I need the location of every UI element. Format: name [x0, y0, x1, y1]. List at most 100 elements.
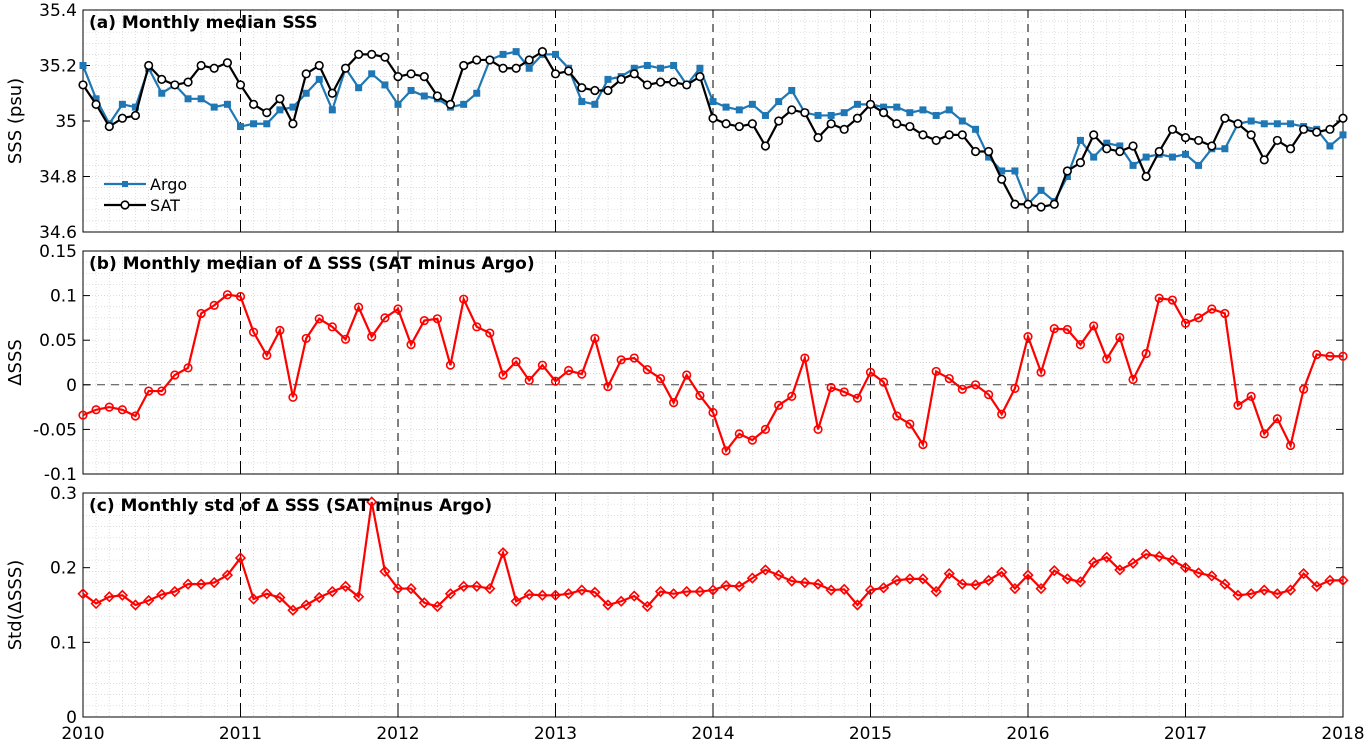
data-point — [746, 572, 759, 584]
data-point — [524, 375, 534, 385]
data-point — [919, 106, 927, 114]
data-point — [1076, 136, 1084, 144]
data-point — [669, 77, 679, 87]
data-point — [760, 424, 771, 435]
data-point — [1088, 556, 1100, 569]
data-point — [235, 291, 246, 302]
data-point — [1180, 133, 1191, 143]
y-tick-label: 34.8 — [39, 168, 77, 188]
y-tick-label: 35.2 — [39, 57, 77, 77]
data-point — [327, 322, 337, 332]
data-point — [118, 100, 126, 108]
data-point — [262, 350, 272, 360]
data-point — [852, 113, 863, 123]
data-point — [549, 589, 562, 601]
data-point — [248, 327, 259, 337]
data-point — [1285, 440, 1296, 451]
data-point — [91, 99, 101, 109]
data-point — [984, 390, 994, 400]
data-point — [944, 130, 954, 140]
panel-title: (c) Monthly std of Δ SSS (SAT minus Argo… — [89, 496, 492, 516]
data-point — [775, 98, 783, 106]
data-point — [197, 95, 205, 103]
x-tick-label: 2011 — [219, 724, 262, 744]
data-point — [972, 125, 980, 133]
data-point — [406, 340, 416, 350]
data-point — [289, 103, 297, 111]
data-point — [602, 599, 614, 611]
data-point — [799, 576, 811, 589]
y-tick-label: 0 — [66, 708, 77, 728]
data-point — [851, 599, 864, 611]
data-point — [1338, 113, 1348, 123]
data-point — [170, 80, 180, 90]
data-point — [368, 70, 376, 78]
data-point — [1075, 340, 1086, 350]
data-point — [117, 113, 127, 123]
data-point — [512, 48, 520, 56]
data-point — [473, 89, 481, 97]
data-point — [1167, 124, 1178, 134]
data-point — [576, 584, 588, 596]
y-tick-label: 0.3 — [50, 484, 77, 504]
data-point — [1129, 161, 1137, 169]
x-tick-label: 2015 — [849, 724, 892, 744]
data-point — [787, 105, 797, 115]
data-point — [1324, 574, 1336, 586]
y-tick-label: 0.05 — [39, 331, 77, 351]
data-point — [340, 334, 351, 344]
data-point — [629, 353, 639, 363]
data-point — [1207, 141, 1217, 151]
data-point — [1062, 324, 1072, 335]
data-point — [1089, 321, 1099, 331]
data-point — [735, 106, 743, 114]
data-point — [759, 564, 772, 576]
data-point — [1115, 332, 1125, 343]
y-tick-label: -0.1 — [44, 465, 77, 485]
data-point — [183, 363, 193, 373]
data-point — [130, 110, 141, 121]
data-point — [550, 376, 561, 386]
y-axis-label: SSS (psu) — [5, 78, 26, 164]
data-point — [183, 77, 193, 87]
data-point — [300, 599, 312, 611]
data-point — [472, 322, 482, 332]
data-point — [77, 588, 89, 600]
data-point — [537, 360, 548, 370]
data-point — [237, 123, 244, 131]
legend-label: Argo — [150, 175, 187, 194]
data-point — [1195, 161, 1203, 169]
data-point — [1090, 153, 1098, 161]
data-point — [642, 365, 652, 375]
data-point — [1062, 166, 1072, 176]
data-point — [432, 91, 442, 101]
data-point — [826, 382, 836, 393]
data-point — [722, 103, 730, 111]
data-point — [655, 77, 666, 87]
data-point — [891, 574, 903, 586]
data-point — [392, 582, 404, 595]
data-point — [143, 594, 155, 607]
data-point — [405, 582, 417, 595]
data-point — [905, 419, 915, 429]
data-point — [774, 116, 784, 126]
data-point — [1022, 569, 1034, 581]
data-point — [263, 120, 271, 128]
data-point — [957, 130, 967, 140]
data-point — [1284, 584, 1297, 596]
data-point — [234, 552, 247, 564]
data-point — [1233, 119, 1243, 129]
data-point — [537, 47, 548, 57]
data-point — [1325, 351, 1335, 361]
data-point — [1048, 565, 1060, 577]
data-point — [327, 88, 337, 98]
data-point — [1166, 554, 1179, 566]
data-point — [90, 597, 102, 610]
data-point — [314, 60, 324, 71]
data-point — [906, 109, 914, 117]
data-point — [839, 124, 849, 134]
data-point — [1221, 145, 1229, 153]
data-point — [1260, 120, 1268, 128]
data-point — [1037, 186, 1045, 194]
data-point — [355, 84, 363, 92]
